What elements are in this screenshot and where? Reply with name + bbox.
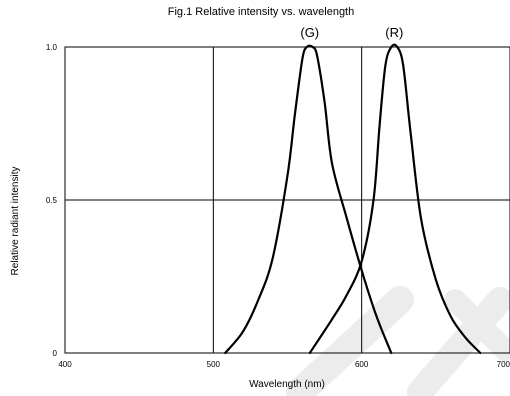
y-tick-label: 0 [53,349,58,358]
series-label: (R) [385,25,403,40]
x-tick-label: 700 [497,360,510,369]
y-tick-labels: 0 0.5 1.0 [46,43,58,358]
grid-lines [65,47,510,353]
x-tick-labels: 400 500 600 700 [58,360,510,369]
series-line-g [224,44,393,355]
watermark [286,286,510,396]
series-group [224,43,482,355]
series-labels: (G) (R) [300,25,403,40]
y-tick-label: 1.0 [46,43,58,52]
x-tick-label: 400 [58,360,72,369]
chart-title: Fig.1 Relative intensity vs. wavelength [168,6,354,18]
x-tick-label: 600 [355,360,369,369]
y-tick-label: 0.5 [46,196,58,205]
watermark-stroke [444,289,510,361]
x-axis-label: Wavelength (nm) [249,379,325,390]
series-label: (G) [300,25,319,40]
watermark-stroke [407,287,510,396]
watermark-stroke [286,286,414,396]
x-tick-label: 500 [207,360,221,369]
series-line-r [308,43,482,355]
y-axis-label: Relative radiant intensity [10,167,21,276]
